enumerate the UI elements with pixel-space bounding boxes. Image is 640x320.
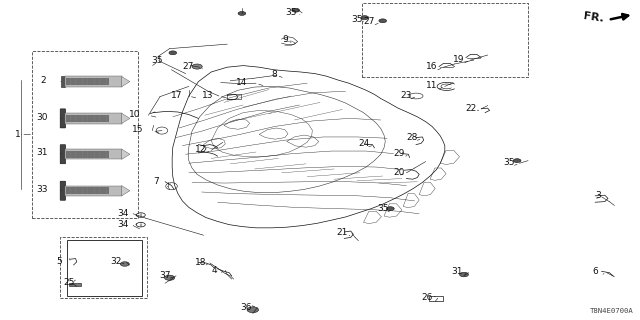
Bar [32, 51, 138, 218]
Text: 31: 31 [36, 148, 48, 157]
Text: 31: 31 [451, 268, 463, 276]
Text: 7: 7 [154, 177, 159, 186]
Bar [67, 151, 109, 158]
Text: 20: 20 [393, 168, 404, 177]
Bar [67, 187, 109, 194]
Text: 36: 36 [240, 303, 252, 312]
Polygon shape [122, 186, 130, 196]
Text: 34: 34 [117, 220, 129, 229]
Circle shape [361, 16, 369, 20]
Text: 17: 17 [171, 91, 182, 100]
Text: 35: 35 [285, 8, 297, 17]
Text: 27: 27 [182, 62, 194, 71]
Bar [69, 283, 81, 286]
Text: 14: 14 [236, 78, 248, 87]
Circle shape [387, 207, 394, 211]
Text: 24: 24 [358, 140, 369, 148]
Text: 15: 15 [132, 125, 143, 134]
Bar [67, 115, 109, 122]
Text: 6: 6 [593, 268, 598, 276]
Circle shape [513, 159, 521, 163]
Text: 29: 29 [394, 149, 405, 158]
Text: 19: 19 [452, 55, 464, 64]
Text: 22: 22 [465, 104, 477, 113]
Text: 4: 4 [212, 266, 217, 275]
Text: 35: 35 [504, 158, 515, 167]
Text: 12: 12 [195, 145, 207, 154]
Text: 35: 35 [377, 204, 388, 213]
Text: 37: 37 [159, 271, 171, 280]
Text: 21: 21 [336, 228, 348, 237]
Text: 35: 35 [151, 56, 163, 65]
Text: 33: 33 [36, 185, 48, 194]
FancyBboxPatch shape [60, 109, 65, 128]
Text: 16: 16 [426, 62, 437, 71]
Text: T8N4E0700A: T8N4E0700A [590, 308, 634, 314]
Bar [67, 78, 109, 85]
Bar [65, 76, 122, 87]
Text: 8: 8 [271, 70, 276, 79]
Text: 3: 3 [596, 191, 601, 200]
Text: 11: 11 [426, 81, 438, 90]
Text: 5: 5 [57, 257, 62, 266]
Circle shape [292, 8, 300, 12]
Text: 26: 26 [422, 293, 433, 302]
Polygon shape [122, 113, 130, 124]
Text: 1: 1 [15, 130, 20, 139]
Text: 9: 9 [282, 35, 287, 44]
Text: 13: 13 [202, 91, 213, 100]
Text: 23: 23 [400, 91, 412, 100]
Text: 32: 32 [110, 257, 122, 266]
Circle shape [238, 12, 246, 15]
Polygon shape [122, 149, 130, 159]
Bar [362, 3, 528, 77]
Circle shape [379, 19, 387, 23]
Text: 2: 2 [41, 76, 46, 85]
Bar [61, 76, 65, 87]
Bar [67, 240, 142, 296]
Bar [65, 149, 122, 159]
Bar [60, 237, 147, 298]
Circle shape [247, 307, 259, 313]
Text: 34: 34 [117, 209, 129, 218]
FancyBboxPatch shape [60, 145, 65, 164]
FancyBboxPatch shape [60, 181, 65, 200]
Text: 35: 35 [351, 15, 363, 24]
Bar [65, 113, 122, 124]
Polygon shape [122, 76, 130, 87]
Circle shape [460, 272, 468, 277]
Bar [429, 296, 443, 301]
Circle shape [120, 262, 129, 266]
Circle shape [164, 275, 175, 280]
Bar [227, 94, 241, 99]
Bar [65, 186, 122, 196]
Text: 10: 10 [129, 110, 140, 119]
Text: 28: 28 [406, 133, 418, 142]
Text: 27: 27 [363, 17, 374, 26]
Circle shape [169, 51, 177, 55]
Text: 18: 18 [195, 258, 207, 267]
Text: 25: 25 [63, 278, 75, 287]
Text: 30: 30 [36, 113, 48, 122]
Circle shape [192, 64, 202, 69]
Text: FR.: FR. [583, 11, 605, 24]
